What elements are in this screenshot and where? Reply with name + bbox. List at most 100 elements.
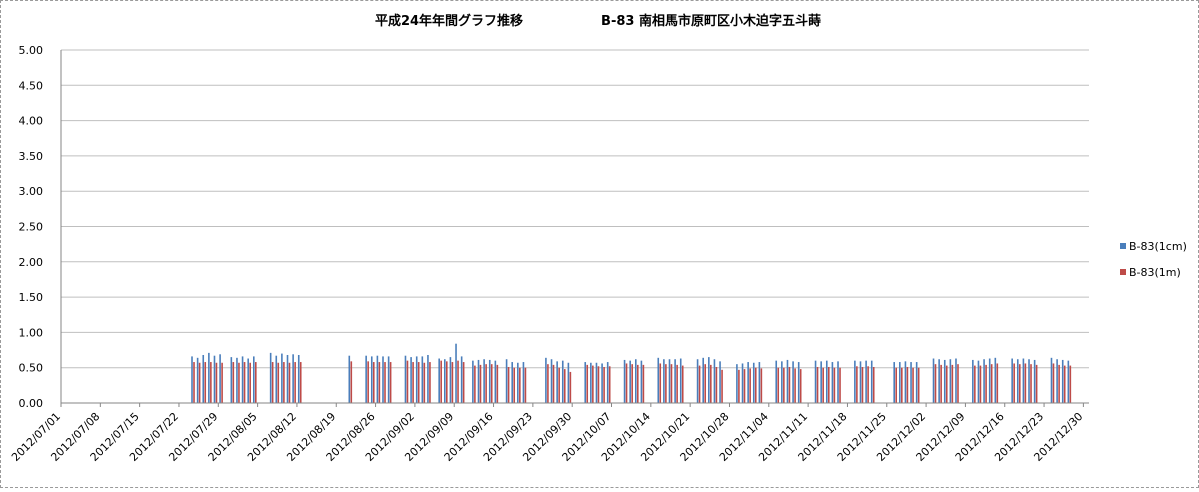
- bar-series-1: [550, 359, 553, 403]
- bar-series-2: [867, 366, 869, 403]
- bar-series-2: [676, 364, 678, 403]
- bar-series-1: [449, 357, 452, 403]
- bar-series-1: [736, 364, 738, 403]
- bar-series-1: [202, 354, 205, 403]
- bar-series-1: [1022, 358, 1025, 403]
- bar-series-2: [1063, 365, 1066, 403]
- bar-series-2: [631, 364, 633, 403]
- bar-series-2: [1058, 364, 1060, 403]
- bar-series-2: [462, 362, 465, 403]
- bar-series-1: [292, 354, 294, 403]
- bar-series-2: [479, 364, 482, 403]
- bar-series-1: [1067, 360, 1070, 403]
- bar-series-2: [940, 364, 942, 403]
- bar-series-2: [221, 362, 223, 403]
- y-tick-label: 0.00: [19, 397, 44, 410]
- bar-series-1: [281, 353, 283, 403]
- bar-series-1: [241, 356, 244, 403]
- bar-series-2: [799, 369, 802, 403]
- bar-series-2: [721, 369, 723, 403]
- bar-series-2: [198, 362, 201, 403]
- bar-series-2: [872, 366, 875, 403]
- bar-series-1: [247, 358, 249, 403]
- bar-series-2: [445, 361, 448, 403]
- bar-series-2: [367, 361, 369, 403]
- bar-series-2: [603, 366, 605, 403]
- bar-series-2: [738, 369, 740, 403]
- bar-series-1: [792, 361, 794, 403]
- bar-series-1: [797, 362, 800, 403]
- bar-series-1: [348, 355, 351, 403]
- y-tick-label: 2.50: [19, 221, 44, 234]
- bar-series-1: [781, 361, 783, 403]
- bar-series-1: [972, 359, 974, 403]
- bar-series-1: [702, 357, 705, 403]
- bar-series-2: [794, 368, 796, 403]
- legend-label-series-2: B-83(1m): [1129, 266, 1181, 279]
- bar-series-1: [505, 359, 508, 403]
- bar-series-1: [915, 362, 918, 403]
- bar-series-2: [210, 362, 212, 403]
- bar-series-1: [556, 361, 558, 403]
- bar-series-2: [496, 364, 499, 403]
- bar-series-1: [1033, 359, 1036, 403]
- bar-series-1: [640, 360, 643, 403]
- bar-series-1: [370, 356, 373, 403]
- bar-series-1: [253, 356, 255, 403]
- bar-series-2: [243, 362, 246, 403]
- bar-series-1: [977, 360, 980, 403]
- bar-series-1: [1061, 359, 1064, 403]
- bar-series-1: [696, 359, 699, 403]
- bar-series-2: [552, 364, 555, 403]
- bar-series-2: [384, 362, 386, 403]
- bar-series-1: [522, 362, 525, 403]
- bar-series-1: [213, 355, 216, 403]
- bar-series-2: [833, 367, 836, 403]
- bar-series-1: [595, 362, 598, 403]
- bar-series-1: [747, 362, 749, 403]
- bar-series-2: [990, 364, 993, 403]
- bar-series-1: [455, 343, 457, 403]
- bar-series-2: [642, 364, 645, 403]
- y-tick-label: 3.00: [19, 185, 44, 198]
- bar-series-2: [1030, 364, 1032, 403]
- bar-series-2: [912, 367, 914, 403]
- y-tick-label: 4.00: [19, 115, 44, 128]
- bar-series-2: [406, 360, 409, 403]
- bar-series-2: [749, 368, 751, 403]
- bar-series-2: [839, 367, 841, 403]
- bar-series-2: [417, 362, 420, 403]
- bar-series-2: [822, 367, 824, 403]
- bar-series-2: [1035, 364, 1038, 403]
- bars: [191, 343, 1072, 403]
- bar-series-2: [665, 364, 667, 403]
- bar-series-2: [485, 364, 487, 403]
- bar-series-2: [1024, 363, 1027, 403]
- bar-series-1: [584, 362, 587, 403]
- bar-series-1: [865, 360, 867, 403]
- bar-series-1: [472, 360, 474, 403]
- bar-series-2: [423, 362, 426, 403]
- legend-swatch-series-2: [1120, 269, 1126, 275]
- bar-series-2: [238, 362, 240, 403]
- bar-series-1: [713, 359, 716, 403]
- bar-series-2: [592, 365, 594, 403]
- bar-series-2: [1052, 363, 1055, 403]
- bar-series-1: [208, 352, 210, 403]
- bar-series-2: [777, 367, 780, 403]
- bar-series-1: [1056, 359, 1058, 403]
- bar-series-1: [230, 357, 233, 403]
- bar-series-2: [710, 364, 712, 403]
- bar-series-2: [985, 364, 987, 403]
- bar-series-1: [191, 356, 193, 403]
- bar-series-1: [517, 362, 519, 403]
- bar-series-2: [513, 367, 516, 403]
- bar-series-2: [945, 365, 948, 403]
- bar-series-1: [899, 362, 901, 403]
- bar-series-2: [670, 364, 673, 403]
- bar-series-1: [1011, 358, 1013, 403]
- bar-series-2: [996, 363, 999, 403]
- y-tick-label: 5.00: [19, 44, 44, 57]
- chart-title-part-1: 平成24年年間グラフ推移: [375, 13, 523, 29]
